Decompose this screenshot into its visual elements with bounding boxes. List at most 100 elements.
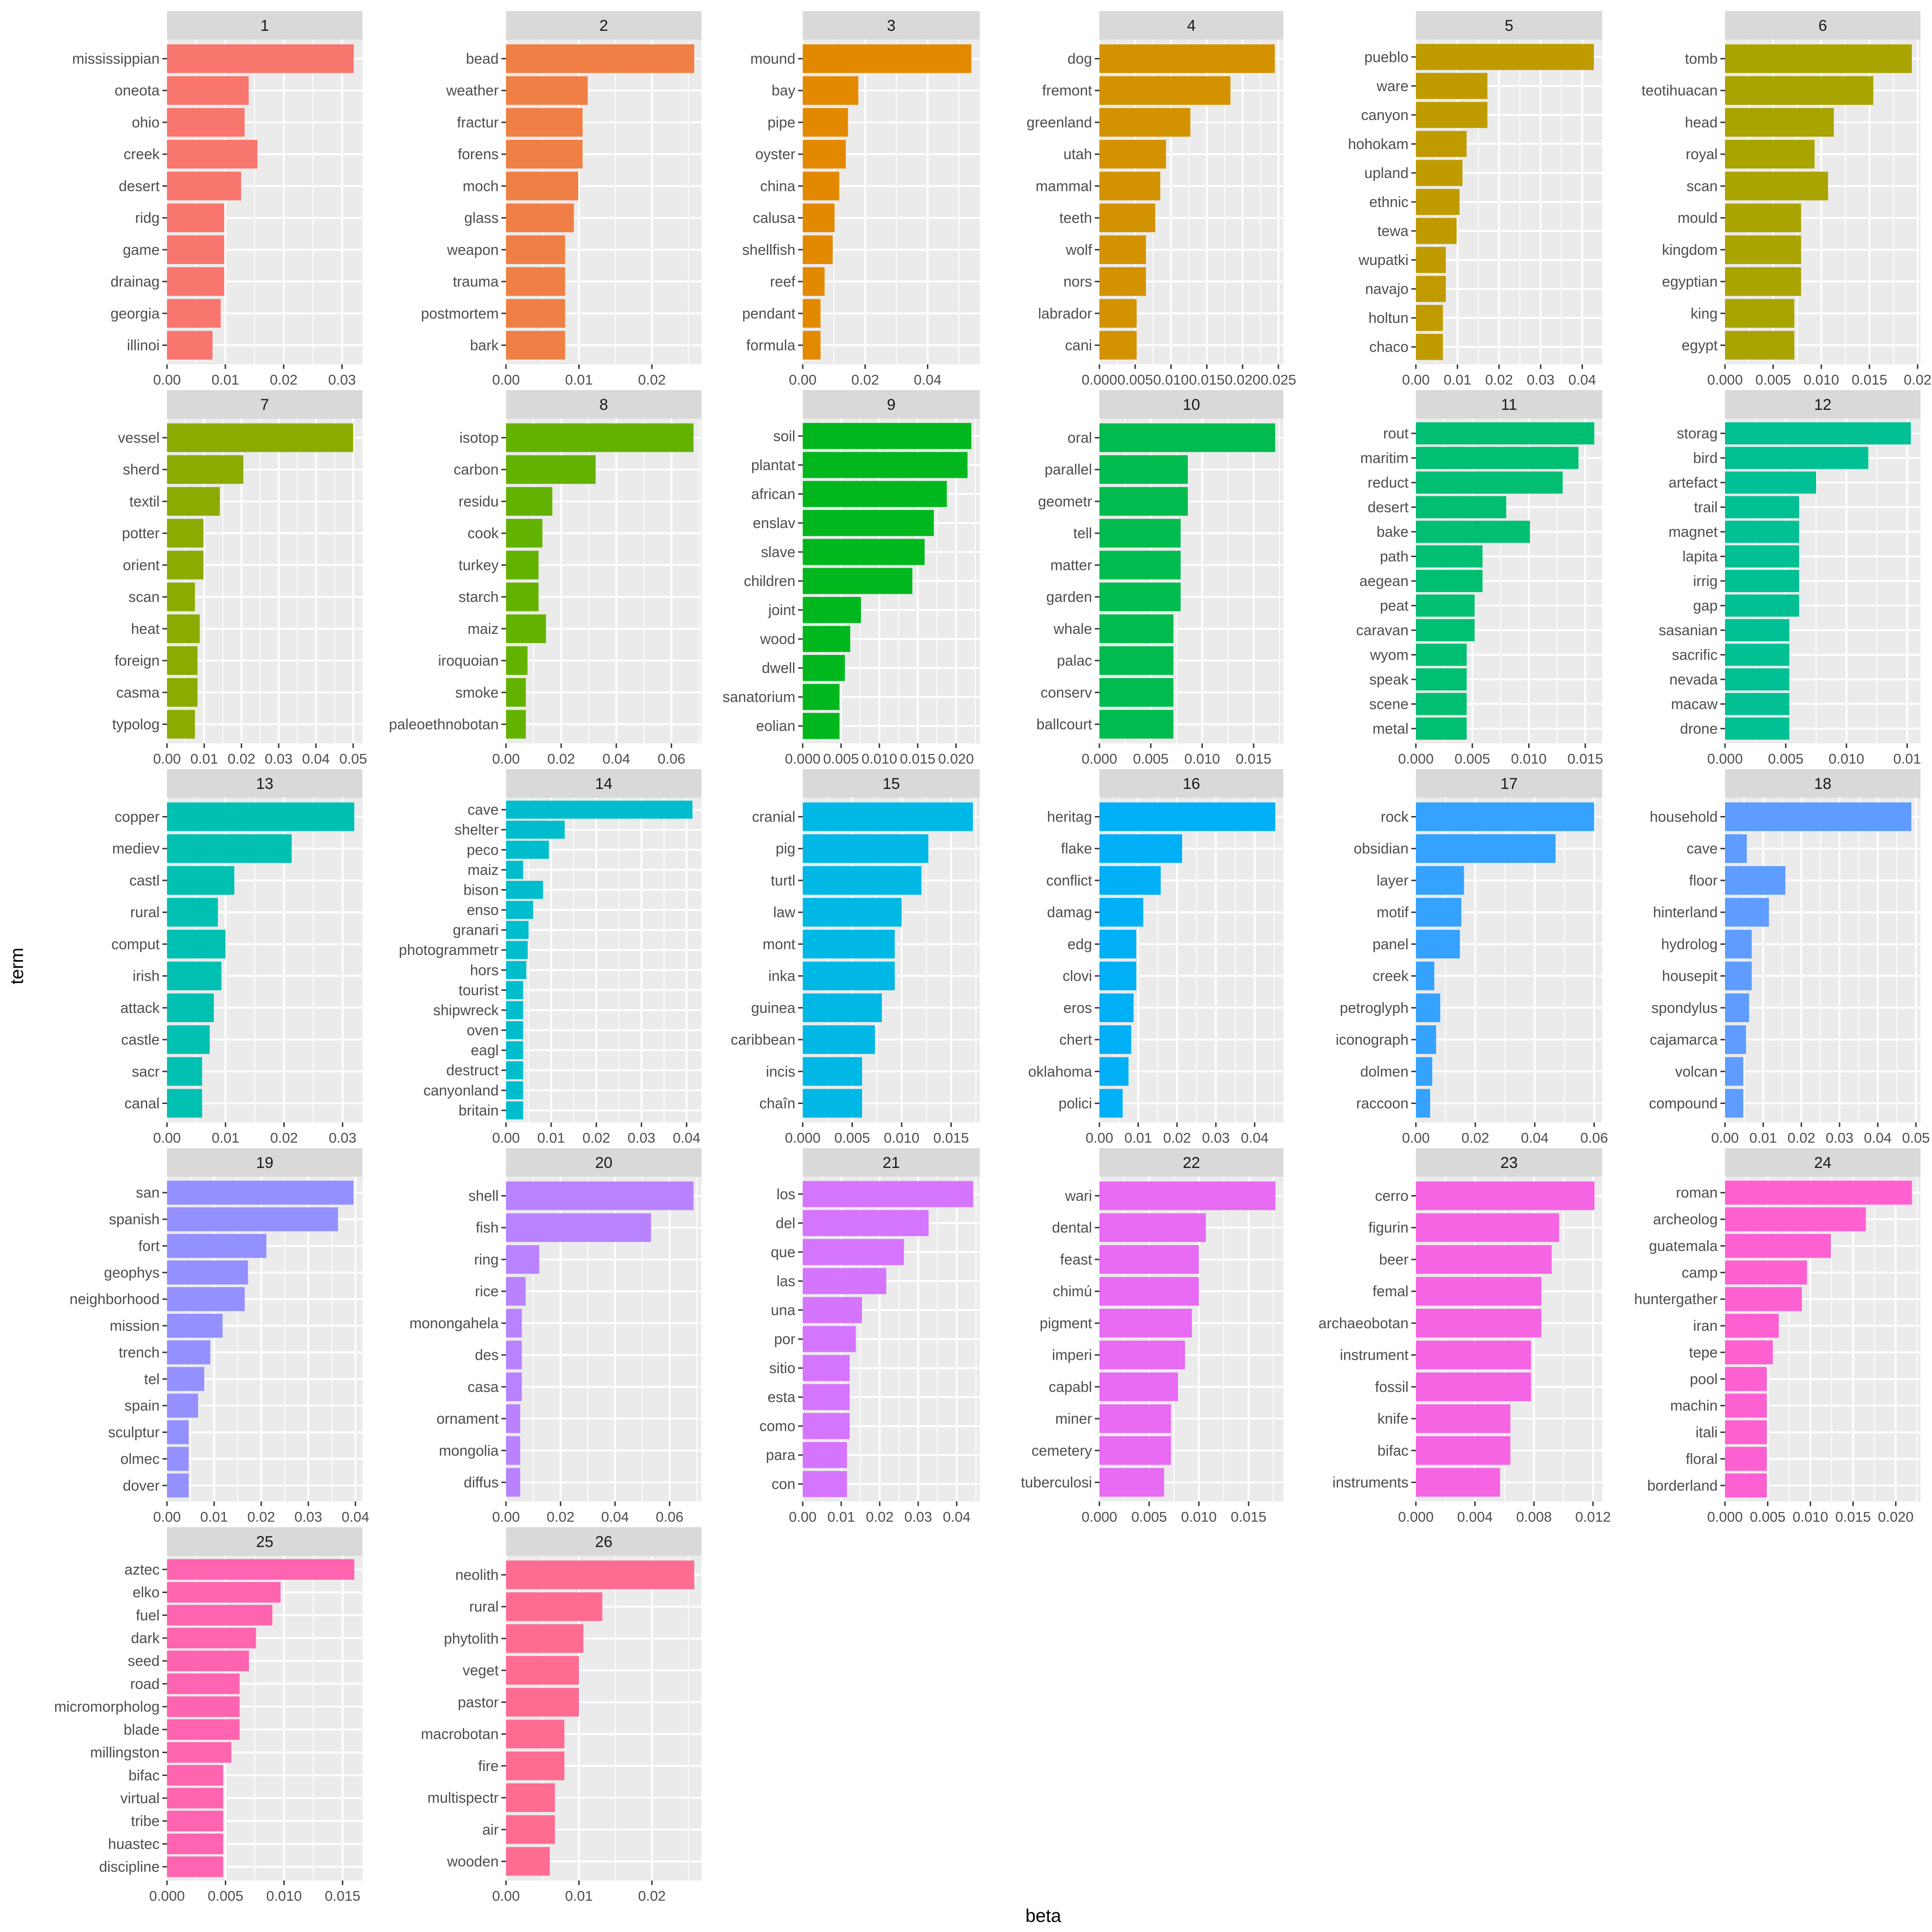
panel-9-bar — [803, 655, 845, 681]
panel-11-bar — [1416, 644, 1467, 666]
panel-12-bar — [1725, 717, 1789, 740]
panel-1-term-label: ohio — [132, 114, 160, 131]
panel-16-bar — [1099, 802, 1276, 831]
panel-14-term-label: photogrammetr — [399, 942, 499, 958]
panel-3-bar — [803, 299, 821, 328]
panel-18-bar — [1725, 1025, 1746, 1054]
panel-3-term-label: shellfish — [742, 242, 795, 258]
panel-15-term-label: incis — [766, 1063, 795, 1080]
panel-23-bar — [1416, 1372, 1531, 1401]
panel-9-x-tick-label: 0.005 — [823, 751, 859, 767]
panel-1-bar — [167, 172, 242, 201]
panel-8-bar — [506, 487, 552, 516]
panel-9-bar — [803, 597, 861, 623]
panel-19-bar — [167, 1260, 248, 1285]
panel-14-strip — [506, 769, 702, 798]
panel-25-bar — [167, 1811, 224, 1832]
panel-8-bar — [506, 519, 543, 548]
panel-9-x-tick-label: 0.015 — [900, 751, 936, 767]
panel-16-bar — [1099, 1057, 1129, 1086]
panel-4-term-label: greenland — [1027, 114, 1092, 131]
panel-20-strip-label: 20 — [595, 1154, 613, 1172]
panel-14-term-label: peco — [467, 841, 499, 858]
panel-17-term-label: petroglyph — [1340, 1000, 1409, 1016]
panel-12-strip — [1725, 390, 1920, 419]
panel-7-bar — [167, 551, 204, 580]
panel-22-bar — [1099, 1309, 1192, 1338]
panel-18-bar — [1725, 1057, 1743, 1086]
panel-25-strip — [167, 1527, 362, 1556]
panel-25-bar — [167, 1856, 224, 1877]
panel-6-x-tick-label: 0.015 — [1852, 372, 1887, 388]
panel-14-bar — [506, 840, 549, 859]
panel-9-term-label: wood — [760, 631, 796, 647]
panel-13-x-tick-label: 0.02 — [270, 1130, 298, 1146]
panel-12-term-label: sasanian — [1659, 622, 1718, 638]
panel-26-x-tick-label: 0.00 — [492, 1888, 520, 1904]
panel-12-strip-label: 12 — [1814, 396, 1832, 414]
panel-20-x-tick-label: 0.00 — [492, 1509, 520, 1525]
panel-24-bar — [1725, 1367, 1767, 1391]
panel-15-bar — [803, 866, 922, 895]
panel-7-term-label: heat — [131, 621, 160, 637]
panel-10-strip-label: 10 — [1183, 396, 1200, 414]
panel-25-x-tick-label: 0.005 — [207, 1888, 243, 1904]
panel-8-x-tick-label: 0.06 — [657, 751, 685, 767]
panel-6-term-label: royal — [1686, 146, 1718, 162]
panel-22-strip — [1099, 1148, 1283, 1177]
panel-12-term-label: nevada — [1669, 671, 1718, 688]
panel-1-term-label: georgia — [110, 305, 160, 322]
panel-6-term-label: head — [1685, 114, 1718, 131]
panel-26-x-tick-label: 0.01 — [565, 1888, 592, 1904]
panel-12-bar — [1725, 422, 1911, 445]
panel-7-term-label: orient — [123, 557, 160, 573]
panel-14-strip-label: 14 — [595, 775, 613, 793]
panel-25: 25 aztec elko fuel dark seed road micromorpholo… — [54, 1527, 362, 1904]
panel-9-bar — [803, 568, 913, 594]
panel-7-x-tick-label: 0.01 — [190, 751, 218, 767]
panel-12-x-tick-label: 0.000 — [1707, 751, 1743, 767]
panel-7-term-label: potter — [122, 525, 160, 541]
panel-9-bar — [803, 481, 947, 507]
panel-24-bar — [1725, 1234, 1831, 1258]
panel-4-bar — [1099, 44, 1275, 73]
panel-14-x-tick-label: 0.02 — [582, 1130, 610, 1146]
panel-9-strip-label: 9 — [887, 396, 896, 414]
panel-17-strip — [1416, 769, 1602, 798]
panel-20-term-label: ring — [474, 1251, 499, 1268]
panel-7-term-label: sherd — [123, 461, 160, 478]
panel-26-term-label: pastor — [458, 1694, 499, 1710]
panel-24-term-label: tepe — [1689, 1344, 1718, 1361]
panel-12-term-label: lapita — [1683, 548, 1718, 565]
panel-6-bar — [1725, 172, 1828, 201]
panel-18-term-label: hydrolog — [1661, 936, 1718, 952]
panel-14-bar — [506, 901, 533, 919]
panel-11-term-label: desert — [1368, 499, 1409, 516]
panel-3-x-tick-label: 0.04 — [914, 372, 941, 388]
panel-11-x-tick-label: 0.010 — [1511, 751, 1547, 767]
panel-23-x-tick-label: 0.000 — [1398, 1509, 1434, 1525]
panel-21-term-label: con — [771, 1476, 795, 1492]
panel-22-bar — [1099, 1277, 1199, 1306]
panel-18-background — [1725, 798, 1920, 1122]
panel-19-bar — [167, 1393, 198, 1418]
panel-2-term-label: trauma — [453, 273, 499, 290]
panel-21-bar — [803, 1181, 973, 1208]
panel-4-bar — [1099, 140, 1166, 169]
panel-9: 9 soil plantat african enslav slave children jo… — [723, 390, 980, 767]
panel-16-term-label: clovi — [1063, 968, 1092, 984]
panel-21-term-label: para — [766, 1447, 795, 1463]
panel-12-term-label: macaw — [1671, 696, 1718, 712]
panel-4-bar — [1099, 235, 1146, 264]
panel-7-x-tick-label: 0.00 — [153, 751, 181, 767]
x-axis-title: beta — [1025, 1906, 1062, 1926]
panel-11-bar — [1416, 569, 1483, 592]
panel-6-strip-label: 6 — [1818, 17, 1827, 34]
panel-14-bar — [506, 981, 523, 999]
panel-11-term-label: bake — [1377, 523, 1409, 540]
panel-6-x-tick-label: 0.000 — [1707, 372, 1743, 388]
panel-4-bar — [1099, 203, 1156, 232]
panel-9-term-label: joint — [768, 602, 795, 618]
panel-21-term-label: esta — [768, 1389, 796, 1405]
panel-1-term-label: desert — [119, 178, 160, 194]
